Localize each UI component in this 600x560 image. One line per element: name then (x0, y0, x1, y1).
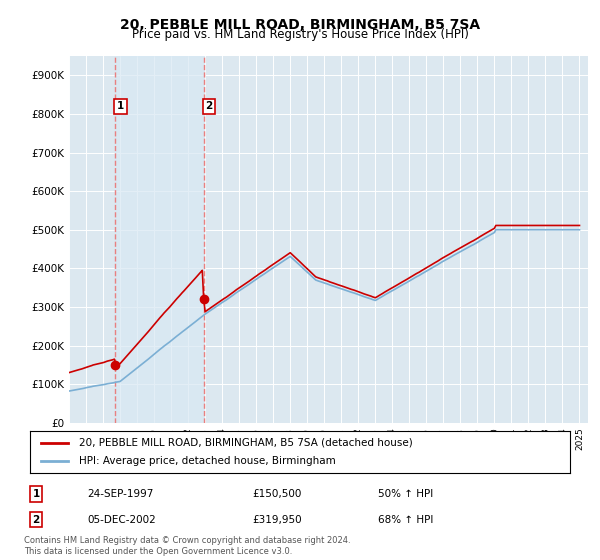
Text: 68% ↑ HPI: 68% ↑ HPI (378, 515, 433, 525)
Text: 20, PEBBLE MILL ROAD, BIRMINGHAM, B5 7SA (detached house): 20, PEBBLE MILL ROAD, BIRMINGHAM, B5 7SA… (79, 438, 412, 448)
Text: £150,500: £150,500 (252, 489, 301, 499)
Text: 24-SEP-1997: 24-SEP-1997 (87, 489, 154, 499)
Text: 2: 2 (205, 101, 212, 111)
Text: Price paid vs. HM Land Registry's House Price Index (HPI): Price paid vs. HM Land Registry's House … (131, 28, 469, 41)
Text: Contains HM Land Registry data © Crown copyright and database right 2024.
This d: Contains HM Land Registry data © Crown c… (24, 536, 350, 556)
Text: 05-DEC-2002: 05-DEC-2002 (87, 515, 156, 525)
Text: 2: 2 (32, 515, 40, 525)
Text: £319,950: £319,950 (252, 515, 302, 525)
Text: 1: 1 (32, 489, 40, 499)
Text: 50% ↑ HPI: 50% ↑ HPI (378, 489, 433, 499)
Bar (115, 56, 204, 423)
Text: 1: 1 (117, 101, 124, 111)
Text: HPI: Average price, detached house, Birmingham: HPI: Average price, detached house, Birm… (79, 456, 335, 466)
Text: 20, PEBBLE MILL ROAD, BIRMINGHAM, B5 7SA: 20, PEBBLE MILL ROAD, BIRMINGHAM, B5 7SA (120, 18, 480, 32)
